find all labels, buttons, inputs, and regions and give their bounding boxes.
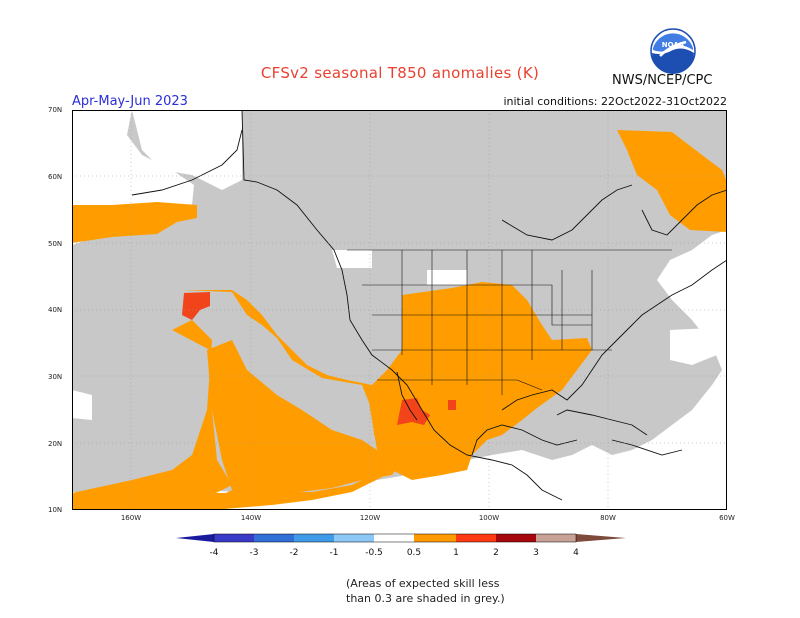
legend-tick-minus2: -2 bbox=[290, 548, 299, 558]
legend-arrow-cold bbox=[176, 534, 214, 542]
lat-label-60n: 60N bbox=[48, 173, 63, 181]
season-label: Apr-May-Jun 2023 bbox=[72, 94, 188, 109]
agency-label: NWS/NCEP/CPC bbox=[612, 73, 713, 88]
legend-tick-05: 0.5 bbox=[407, 548, 421, 558]
map-frame bbox=[72, 110, 727, 510]
color-legend: -4 -3 -2 -1 -0.5 0.5 1 2 3 4 bbox=[176, 533, 626, 558]
skill-footnote: (Areas of expected skill less than 0.3 a… bbox=[346, 576, 556, 606]
lat-label-40n: 40N bbox=[48, 306, 63, 314]
legend-arrow-warm bbox=[576, 534, 626, 542]
footnote-line-1: (Areas of expected skill less bbox=[346, 577, 500, 590]
legend-swatch-warm-1 bbox=[456, 534, 496, 542]
legend-swatch-cold-1 bbox=[294, 534, 334, 542]
legend-swatch-cold-05 bbox=[334, 534, 374, 542]
legend-swatch-warm-3 bbox=[536, 534, 576, 542]
legend-tick-3: 3 bbox=[533, 548, 539, 558]
lat-label-30n: 30N bbox=[48, 373, 63, 381]
legend-swatch-neutral bbox=[374, 534, 414, 542]
lon-label-140w: 140W bbox=[240, 514, 262, 522]
legend-swatch-cold-3 bbox=[214, 534, 254, 542]
lon-label-60w: 60W bbox=[719, 514, 735, 522]
noaa-logo: NOAA bbox=[650, 28, 696, 74]
legend-tick-minus1: -1 bbox=[330, 548, 339, 558]
legend-tick-minus4: -4 bbox=[210, 548, 219, 558]
legend-swatch-cold-2 bbox=[254, 534, 294, 542]
lon-label-80w: 80W bbox=[600, 514, 616, 522]
lat-label-70n: 70N bbox=[48, 106, 63, 114]
legend-swatch-warm-2 bbox=[496, 534, 536, 542]
legend-tick-1: 1 bbox=[453, 548, 459, 558]
positive-anomaly-regions bbox=[72, 130, 727, 510]
lon-label-160w: 160W bbox=[120, 514, 142, 522]
lon-label-120w: 120W bbox=[359, 514, 381, 522]
anomaly-map bbox=[72, 110, 727, 510]
footnote-line-2: than 0.3 are shaded in grey.) bbox=[346, 592, 505, 605]
logo-text: NOAA bbox=[662, 41, 685, 49]
strong-anomaly-spots bbox=[182, 292, 456, 425]
legend-tick-2: 2 bbox=[493, 548, 499, 558]
white-patches bbox=[72, 110, 727, 455]
lat-label-10n: 10N bbox=[48, 506, 63, 514]
legend-tick-minus3: -3 bbox=[250, 548, 259, 558]
initial-conditions: initial conditions: 22Oct2022-31Oct2022 bbox=[503, 95, 727, 108]
chart-title: CFSv2 seasonal T850 anomalies (K) bbox=[260, 64, 540, 82]
lat-label-50n: 50N bbox=[48, 240, 63, 248]
legend-swatch-warm-05 bbox=[414, 534, 456, 542]
legend-tick-minus05: -0.5 bbox=[365, 548, 383, 558]
legend-frame bbox=[213, 533, 577, 543]
lat-label-20n: 20N bbox=[48, 440, 63, 448]
lon-label-100w: 100W bbox=[478, 514, 500, 522]
legend-tick-4: 4 bbox=[573, 548, 579, 558]
graticule bbox=[72, 110, 727, 510]
coastlines bbox=[131, 110, 727, 501]
